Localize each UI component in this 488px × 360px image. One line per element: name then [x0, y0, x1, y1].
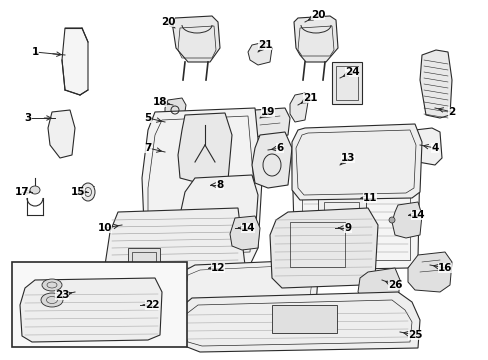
Polygon shape — [269, 208, 377, 288]
Text: 21: 21 — [302, 93, 317, 103]
Text: 13: 13 — [340, 153, 354, 163]
Polygon shape — [293, 16, 337, 62]
Polygon shape — [175, 292, 419, 352]
Text: 4: 4 — [430, 143, 438, 153]
Polygon shape — [289, 93, 307, 122]
Text: 10: 10 — [98, 223, 112, 233]
Text: 9: 9 — [344, 223, 351, 233]
Text: 20: 20 — [161, 17, 175, 27]
Text: 15: 15 — [71, 187, 85, 197]
Bar — [128, 248, 160, 286]
Bar — [289, 222, 345, 267]
Text: 26: 26 — [387, 280, 402, 290]
Polygon shape — [251, 132, 291, 188]
Polygon shape — [419, 50, 451, 118]
Polygon shape — [164, 98, 185, 120]
Polygon shape — [411, 128, 441, 165]
Text: 7: 7 — [144, 143, 151, 153]
Text: 17: 17 — [15, 187, 29, 197]
Text: 8: 8 — [216, 180, 223, 190]
Polygon shape — [180, 175, 258, 248]
Text: 3: 3 — [24, 113, 32, 123]
Text: 14: 14 — [410, 210, 425, 220]
Polygon shape — [291, 128, 419, 270]
Bar — [317, 195, 365, 247]
Polygon shape — [178, 260, 317, 328]
Ellipse shape — [81, 183, 95, 201]
Bar — [331, 62, 361, 104]
Text: 19: 19 — [260, 107, 275, 117]
Text: 22: 22 — [144, 300, 159, 310]
Text: 14: 14 — [240, 223, 255, 233]
Bar — [302, 140, 409, 260]
Bar — [12, 262, 186, 347]
Text: 11: 11 — [362, 193, 376, 203]
Bar — [324, 202, 358, 240]
Text: 18: 18 — [152, 97, 167, 107]
Text: 16: 16 — [437, 263, 451, 273]
Polygon shape — [291, 124, 421, 200]
Text: 21: 21 — [257, 40, 272, 50]
Text: 25: 25 — [407, 330, 421, 340]
Text: 5: 5 — [144, 113, 151, 123]
Text: 1: 1 — [31, 47, 39, 57]
Polygon shape — [391, 202, 421, 238]
Polygon shape — [172, 16, 220, 62]
Bar — [335, 66, 357, 100]
Polygon shape — [247, 42, 271, 65]
Ellipse shape — [30, 186, 40, 194]
Polygon shape — [20, 278, 162, 342]
Ellipse shape — [388, 217, 394, 223]
Polygon shape — [62, 28, 88, 95]
Text: 23: 23 — [55, 290, 69, 300]
Polygon shape — [249, 108, 289, 138]
Polygon shape — [229, 216, 260, 250]
Text: 6: 6 — [276, 143, 283, 153]
Text: 20: 20 — [310, 10, 325, 20]
Text: 12: 12 — [210, 263, 225, 273]
Polygon shape — [142, 108, 262, 268]
Bar — [132, 252, 156, 282]
Polygon shape — [407, 252, 451, 292]
Polygon shape — [178, 113, 231, 182]
Polygon shape — [357, 268, 399, 306]
Text: 24: 24 — [344, 67, 359, 77]
Ellipse shape — [42, 279, 62, 291]
Polygon shape — [48, 110, 75, 158]
Text: 2: 2 — [447, 107, 455, 117]
Polygon shape — [105, 208, 244, 305]
Ellipse shape — [41, 293, 63, 307]
Bar — [271, 305, 336, 333]
